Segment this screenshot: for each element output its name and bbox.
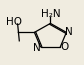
Text: O: O xyxy=(60,42,68,52)
Text: H₂N: H₂N xyxy=(41,9,60,19)
Text: HO: HO xyxy=(6,17,22,27)
Text: N: N xyxy=(33,43,41,53)
Text: N: N xyxy=(65,27,73,37)
